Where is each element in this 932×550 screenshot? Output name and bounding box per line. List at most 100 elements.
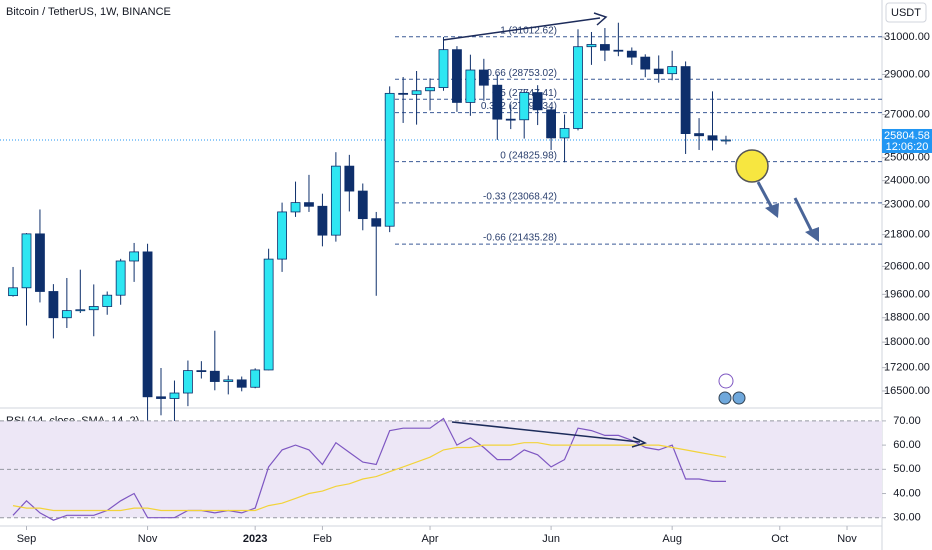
candle-body: [519, 92, 530, 121]
candle-body: [290, 202, 301, 213]
y-tick-label: 18000.00: [884, 336, 930, 348]
y-tick-label: 19600.00: [884, 288, 930, 300]
y-tick-label: 27000.00: [884, 108, 930, 120]
candle-body: [61, 310, 72, 319]
candle-body: [425, 87, 435, 92]
x-tick-label: Nov: [138, 533, 158, 545]
candle-body: [384, 92, 395, 227]
y-tick-label: 60.00: [893, 439, 921, 451]
candle-body: [142, 251, 153, 398]
candle-body: [183, 370, 193, 394]
candle-body: [398, 92, 409, 95]
candle-body: [465, 69, 476, 103]
candle-body: [344, 165, 355, 192]
candle-body: [411, 90, 422, 95]
highlight-circle: [735, 149, 769, 183]
x-tick-label: Sep: [17, 533, 37, 545]
x-tick-label: 2023: [243, 533, 267, 545]
x-tick-label: Apr: [421, 533, 438, 545]
last-price-box: [882, 128, 932, 153]
x-tick-label: Aug: [662, 533, 682, 545]
candle-body: [667, 66, 678, 75]
candle-body: [88, 306, 99, 311]
candle-body: [35, 233, 45, 292]
candle-body: [505, 118, 516, 121]
candle-body: [317, 205, 328, 236]
candle-body: [680, 66, 691, 134]
candle-body: [75, 309, 86, 312]
candle-body: [653, 68, 664, 75]
trend-arrow: [442, 17, 601, 41]
arrow-head: [631, 436, 648, 448]
candle-body: [492, 84, 503, 120]
candle-body: [236, 379, 247, 388]
candle-body: [532, 92, 543, 111]
y-tick-label: 17200.00: [884, 362, 930, 374]
currency-label[interactable]: USDT: [891, 7, 921, 19]
candle-body: [438, 49, 449, 88]
y-tick-label: 24000.00: [884, 175, 930, 187]
projection-arrow: [756, 181, 774, 209]
fib-label: 0.382 (27096.34): [481, 101, 557, 112]
candle-body: [8, 287, 18, 297]
candle-body: [600, 44, 610, 51]
candle-body: [277, 211, 287, 260]
y-tick-label: 70.00: [893, 415, 921, 427]
candle-body: [115, 260, 126, 296]
countdown-label: 12:06:20: [886, 141, 929, 153]
candle-body: [371, 218, 382, 227]
y-tick-label: 23000.00: [884, 198, 930, 210]
arrow-head: [593, 12, 608, 26]
candle-body: [304, 202, 314, 207]
x-tick-label: Nov: [837, 533, 857, 545]
candle-body: [156, 396, 166, 399]
candle-body: [263, 258, 274, 371]
y-tick-label: 50.00: [893, 463, 921, 475]
fib-label: -0.33 (23068.42): [483, 192, 557, 203]
fib-label: -0.66 (21435.28): [483, 233, 557, 244]
rsi-line: [12, 417, 726, 521]
y-tick-label: 31000.00: [884, 31, 930, 43]
candle-body: [102, 294, 113, 307]
y-tick-label: 16500.00: [884, 385, 930, 397]
fib-label: 0.66 (28753.02): [486, 68, 557, 79]
candle-body: [330, 165, 341, 236]
annotations: [442, 12, 819, 448]
candle-body: [209, 370, 220, 382]
currency-button[interactable]: [885, 2, 927, 23]
fib-label: 0 (24825.98): [500, 150, 557, 161]
candle-body: [478, 69, 489, 86]
chart-title: Bitcoin / TetherUS, 1W, BINANCE: [6, 6, 171, 18]
x-tick-label: Feb: [313, 533, 332, 545]
candle-body: [452, 49, 462, 103]
x-tick-label: Oct: [771, 533, 788, 545]
candle-body: [626, 50, 637, 58]
candle-body: [640, 56, 651, 70]
arrow-head: [805, 227, 819, 242]
y-tick-label: 20600.00: [884, 260, 930, 272]
fib-label: 1 (31012.62): [500, 25, 557, 36]
arrow-head: [765, 203, 779, 218]
candle-body: [721, 139, 731, 142]
projection-arrow: [793, 197, 814, 233]
candle-body: [707, 135, 718, 141]
event-icon[interactable]: [718, 391, 732, 405]
candle-body: [694, 133, 704, 137]
candle-body: [357, 190, 368, 220]
y-tick-label: 29000.00: [884, 68, 930, 80]
y-tick-label: 21800.00: [884, 229, 930, 241]
marks: 31000.00 29000.00 27000.00 25000.00 24000.00…: [0, 22, 932, 545]
candle-body: [559, 128, 570, 139]
rsi-line: [12, 442, 727, 512]
candle-body: [129, 251, 140, 262]
candle-body: [546, 109, 556, 139]
x-tick-label: Jun: [542, 533, 560, 545]
candle-body: [586, 44, 597, 48]
event-icon[interactable]: [718, 373, 734, 389]
candle-body: [223, 379, 234, 382]
candle-body: [48, 291, 59, 319]
y-tick-label: 18800.00: [884, 312, 930, 324]
event-icon[interactable]: [732, 391, 746, 405]
last-price-label: 25804.58: [884, 130, 930, 142]
